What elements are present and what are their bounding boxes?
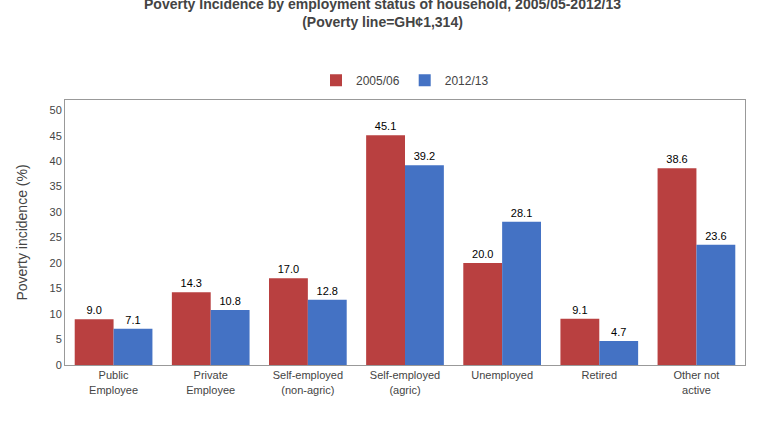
svg-text:9.1: 9.1	[572, 304, 587, 316]
svg-text:Other notactive: Other notactive	[674, 369, 720, 395]
svg-text:2005/06: 2005/06	[356, 74, 400, 88]
svg-text:38.6: 38.6	[666, 153, 687, 165]
svg-text:PrivateEmployee: PrivateEmployee	[186, 369, 235, 395]
svg-text:45: 45	[50, 130, 62, 142]
svg-text:40: 40	[50, 155, 62, 167]
svg-text:28.1: 28.1	[511, 207, 532, 219]
svg-text:9.0: 9.0	[86, 304, 101, 316]
svg-text:10: 10	[50, 308, 62, 320]
svg-text:45.1: 45.1	[375, 120, 396, 132]
svg-text:5: 5	[56, 333, 62, 345]
svg-text:20.0: 20.0	[472, 248, 493, 260]
svg-text:0: 0	[56, 359, 62, 371]
svg-text:4.7: 4.7	[611, 326, 626, 338]
svg-text:12.8: 12.8	[317, 285, 338, 297]
svg-text:14.3: 14.3	[181, 277, 202, 289]
svg-text:23.6: 23.6	[705, 230, 726, 242]
svg-text:Poverty incidence (%): Poverty incidence (%)	[14, 164, 30, 300]
svg-text:Self-employed(non-agric): Self-employed(non-agric)	[273, 369, 343, 395]
svg-text:17.0: 17.0	[278, 263, 299, 275]
svg-text:Unemployed: Unemployed	[471, 369, 533, 381]
svg-text:PublicEmployee: PublicEmployee	[89, 369, 138, 395]
svg-text:20: 20	[50, 257, 62, 269]
svg-text:25: 25	[50, 231, 62, 243]
svg-text:7.1: 7.1	[125, 314, 140, 326]
svg-text:2012/13: 2012/13	[445, 74, 489, 88]
svg-text:30: 30	[50, 206, 62, 218]
svg-text:Retired: Retired	[582, 369, 617, 381]
svg-text:10.8: 10.8	[219, 295, 240, 307]
svg-text:Poverty Incidence by employmen: Poverty Incidence by employment status o…	[144, 0, 621, 30]
svg-text:15: 15	[50, 282, 62, 294]
svg-text:39.2: 39.2	[414, 150, 435, 162]
svg-text:50: 50	[50, 104, 62, 116]
svg-text:35: 35	[50, 180, 62, 192]
svg-text:Self-employed(agric): Self-employed(agric)	[370, 369, 440, 395]
